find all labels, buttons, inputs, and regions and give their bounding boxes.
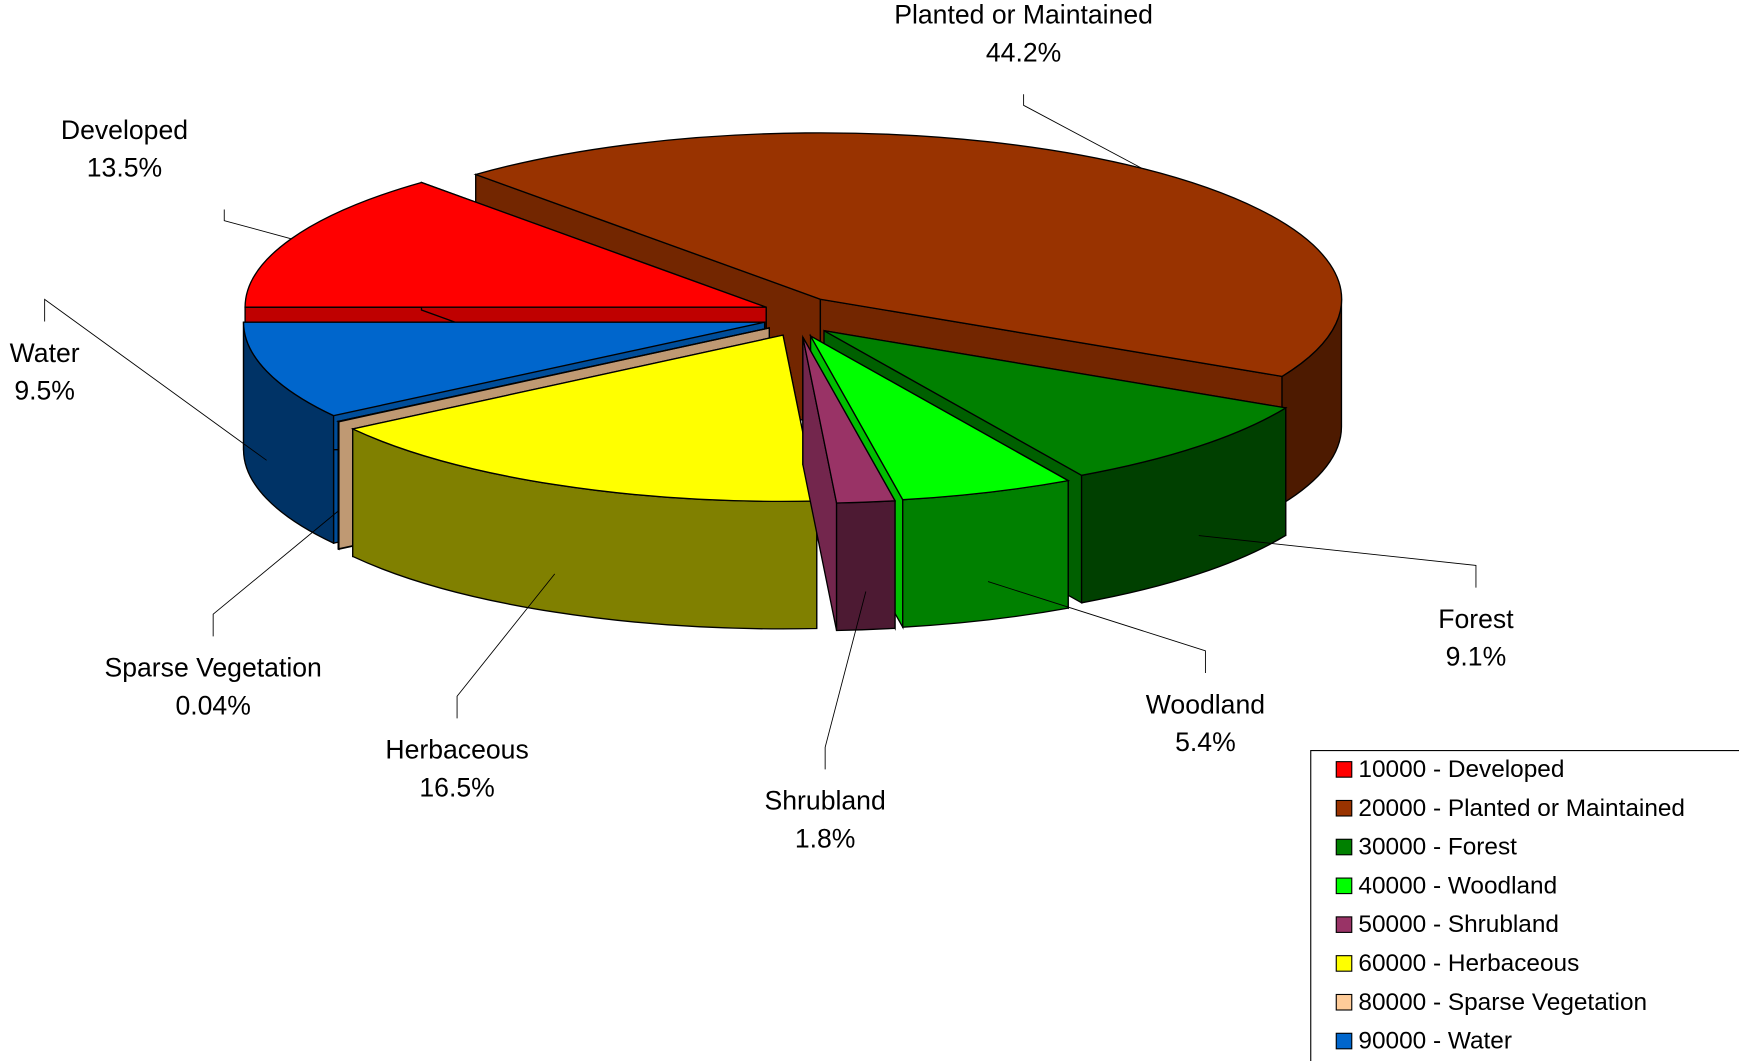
legend-swatch	[1335, 799, 1353, 817]
slice-group	[350, 334, 818, 630]
slice-label: Sparse Vegetation	[104, 653, 321, 683]
legend-swatch	[1335, 993, 1353, 1011]
legend-label: 90000 - Water	[1358, 1028, 1512, 1055]
slice-value-label: 9.1%	[1446, 642, 1507, 672]
leader-line	[223, 209, 292, 240]
legend-label: 30000 - Forest	[1358, 834, 1517, 861]
leader-line	[212, 510, 339, 637]
legend-label: 10000 - Developed	[1358, 756, 1564, 783]
legend-label: 20000 - Planted or Maintained	[1358, 795, 1685, 822]
leader-line	[1023, 94, 1143, 169]
slice-value-label: 44.2%	[986, 37, 1061, 67]
legend-swatch	[1335, 1032, 1353, 1050]
legend-swatch	[1335, 877, 1353, 895]
slice-value-label: 13.5%	[87, 153, 162, 183]
leader-line	[824, 591, 867, 770]
slice-value-label: 0.04%	[175, 690, 250, 720]
slice-label: Planted or Maintained	[894, 0, 1153, 30]
legend-box	[1310, 750, 1739, 1061]
legend-label: 60000 - Herbaceous	[1358, 950, 1579, 977]
slice	[242, 321, 765, 417]
legend-label: 50000 - Shrubland	[1358, 911, 1559, 938]
slice	[808, 334, 1071, 501]
slice-outer-side	[835, 500, 896, 632]
slice-label: Shrubland	[765, 786, 886, 816]
slice-value-label: 5.4%	[1175, 727, 1236, 757]
slice-label: Forest	[1438, 604, 1514, 634]
leader-line	[456, 573, 556, 719]
slice	[350, 334, 818, 503]
legend-swatch	[1335, 838, 1353, 856]
slice-outer-side	[337, 420, 340, 551]
pie	[242, 132, 1343, 632]
slice	[473, 132, 1343, 378]
labels: Developed 13.5% Planted or Maintained 44.2%…	[10, 0, 1515, 853]
slice-value-label: 9.5%	[14, 376, 75, 406]
legend-swatch	[1335, 761, 1353, 778]
slice-value-label: 16.5%	[419, 772, 494, 802]
legend-label: 80000 - Sparse Vegetation	[1358, 989, 1647, 1016]
slice-label: Woodland	[1146, 689, 1265, 719]
legend-swatch	[1335, 955, 1353, 972]
slice	[823, 330, 1288, 476]
legend-swatch	[1335, 916, 1353, 933]
slice-outer-side	[902, 479, 1069, 628]
slice-label: Water	[10, 338, 80, 368]
slice-label: Developed	[61, 115, 188, 145]
slice	[244, 181, 767, 308]
slice-group	[802, 334, 897, 632]
slice-label: Herbaceous	[385, 735, 528, 765]
slice	[336, 327, 770, 423]
legend-label: 40000 - Woodland	[1358, 872, 1557, 899]
legend: 10000 - Developed 20000 - Planted or Main…	[1310, 750, 1739, 1061]
leader-line	[987, 581, 1206, 673]
leader-line	[1198, 535, 1477, 588]
slice	[802, 336, 897, 504]
leader-line	[44, 298, 267, 461]
slice-value-label: 1.8%	[795, 823, 856, 853]
